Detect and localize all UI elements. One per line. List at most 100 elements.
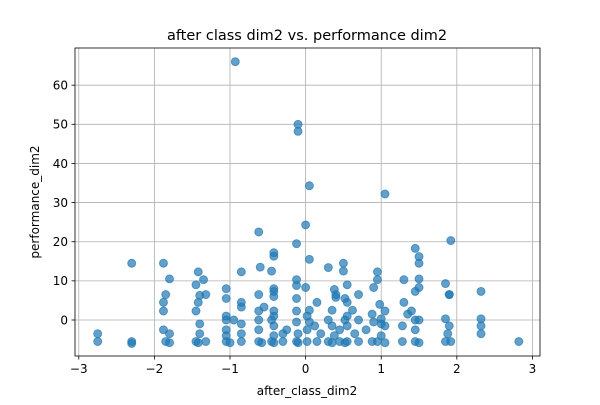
data-point xyxy=(161,290,171,300)
y-tick-label: 40 xyxy=(53,157,68,171)
data-point xyxy=(348,305,357,315)
y-tick-label: 60 xyxy=(53,78,68,92)
data-points xyxy=(93,57,524,348)
data-point xyxy=(293,126,303,136)
data-point xyxy=(372,267,382,277)
data-point xyxy=(236,267,246,277)
data-point xyxy=(380,306,390,316)
data-point xyxy=(338,266,348,276)
data-point xyxy=(372,275,382,285)
data-point xyxy=(225,338,235,348)
data-point xyxy=(269,292,279,301)
x-tick-label: −3 xyxy=(70,362,88,376)
data-point xyxy=(292,317,301,327)
data-point xyxy=(380,189,390,199)
data-point xyxy=(444,290,454,300)
data-point xyxy=(354,315,363,325)
x-tick-label: −1 xyxy=(221,362,239,376)
data-point xyxy=(221,294,231,303)
data-point xyxy=(414,258,424,268)
data-point xyxy=(312,297,322,307)
data-point xyxy=(278,329,288,339)
x-tick-label: −2 xyxy=(146,362,164,376)
data-point xyxy=(165,338,174,348)
data-point xyxy=(302,337,312,346)
x-tick-label: 2 xyxy=(453,362,461,376)
data-point xyxy=(236,329,246,339)
plot-frame xyxy=(74,47,541,357)
data-point xyxy=(191,306,201,316)
data-point xyxy=(316,329,326,339)
data-point xyxy=(367,309,377,319)
x-axis-label: after_class_dim2 xyxy=(257,384,357,398)
data-point xyxy=(236,337,246,346)
data-point xyxy=(269,321,279,331)
data-point xyxy=(342,337,352,346)
data-point xyxy=(127,258,137,268)
data-point xyxy=(403,309,413,319)
data-point xyxy=(193,338,203,348)
data-point xyxy=(397,337,407,346)
data-point xyxy=(165,274,174,284)
data-point xyxy=(159,258,168,268)
data-point xyxy=(380,338,390,348)
data-point xyxy=(191,280,201,290)
data-point xyxy=(327,305,337,315)
data-point xyxy=(375,299,385,309)
data-point xyxy=(476,321,486,331)
data-point xyxy=(278,337,288,346)
data-point xyxy=(269,338,279,348)
data-point xyxy=(254,325,264,335)
data-point xyxy=(369,317,379,327)
data-point xyxy=(257,338,267,348)
data-point xyxy=(304,254,314,264)
x-tick-label: 3 xyxy=(529,362,537,376)
y-tick-label: 0 xyxy=(60,313,68,327)
data-point xyxy=(159,306,168,316)
data-point xyxy=(254,290,264,300)
data-point xyxy=(254,315,264,325)
data-point xyxy=(476,329,486,339)
data-point xyxy=(369,283,379,292)
data-point xyxy=(301,283,311,292)
data-point xyxy=(335,325,345,335)
data-point xyxy=(236,302,246,312)
data-point xyxy=(127,339,137,348)
data-point xyxy=(342,280,352,290)
data-point xyxy=(93,329,103,339)
data-point xyxy=(338,258,348,268)
data-point xyxy=(292,306,301,316)
data-point xyxy=(414,274,424,284)
data-point xyxy=(221,284,231,294)
data-point xyxy=(410,286,420,296)
data-point xyxy=(254,306,264,316)
data-point xyxy=(199,275,208,285)
data-point xyxy=(342,297,352,307)
data-point xyxy=(165,329,174,339)
data-point xyxy=(327,321,337,331)
data-point xyxy=(361,325,371,335)
data-point xyxy=(443,329,453,339)
data-point xyxy=(446,236,456,245)
data-point xyxy=(269,251,279,261)
grid-lines xyxy=(75,48,540,356)
data-point xyxy=(193,297,203,307)
data-point xyxy=(301,220,311,230)
data-point xyxy=(292,239,301,249)
data-point xyxy=(93,337,103,346)
data-point xyxy=(350,329,360,339)
data-point xyxy=(372,337,382,346)
data-point xyxy=(441,279,450,289)
data-point xyxy=(444,321,454,331)
data-point xyxy=(201,337,211,346)
data-point xyxy=(159,297,168,307)
data-point xyxy=(312,337,322,346)
data-point xyxy=(327,338,337,348)
data-point xyxy=(221,315,231,325)
y-tick-label: 30 xyxy=(53,196,68,210)
y-axis-label: performance_dim2 xyxy=(28,145,42,258)
data-point xyxy=(310,321,320,331)
data-point xyxy=(342,321,352,331)
x-tick-label: 0 xyxy=(302,362,310,376)
